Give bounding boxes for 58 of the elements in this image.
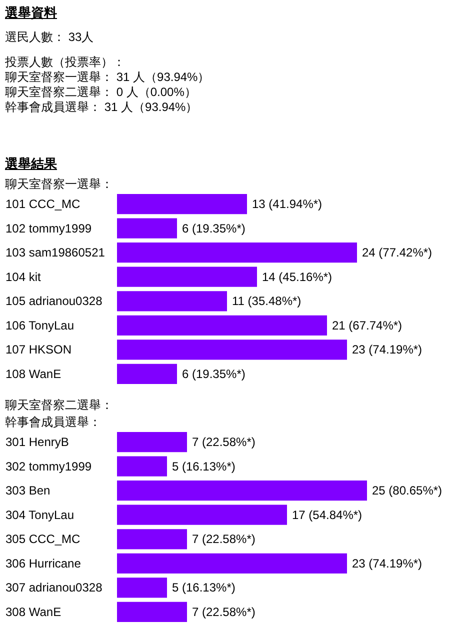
y-tick-label: 306 Hurricane bbox=[6, 556, 82, 570]
bar bbox=[117, 218, 177, 238]
data-label: 5 (16.13%*) bbox=[172, 459, 236, 474]
data-label: 7 (22.58%*) bbox=[192, 604, 256, 619]
text: 聊天室督察二選舉： bbox=[4, 397, 114, 414]
data-label: 7 (22.58%*) bbox=[192, 435, 256, 450]
y-tick-label: 308 WanE bbox=[6, 604, 62, 619]
text: 選民人數： 33人 bbox=[5, 30, 95, 45]
bar bbox=[117, 194, 247, 214]
y-tick-label: 106 TonyLau bbox=[6, 318, 74, 332]
y-tick-label: 102 tommy1999 bbox=[6, 221, 92, 236]
y-tick-label: 302 tommy1999 bbox=[6, 459, 92, 474]
data-label: 24 (77.42%*) bbox=[362, 246, 432, 260]
y-tick-label: 301 HenryB bbox=[6, 435, 69, 450]
bar bbox=[117, 480, 367, 501]
data-label: 23 (74.19%*) bbox=[352, 342, 422, 357]
bar bbox=[117, 504, 287, 525]
bar bbox=[117, 291, 227, 312]
bar bbox=[117, 242, 357, 263]
data-label: 7 (22.58%*) bbox=[192, 532, 256, 546]
bar bbox=[117, 364, 177, 384]
bar bbox=[117, 578, 167, 598]
data-label: 6 (19.35%*) bbox=[182, 221, 246, 236]
y-tick-label: 307 adrianou0328 bbox=[6, 580, 103, 595]
text: 投票人數（投票率）： bbox=[5, 55, 126, 70]
data-label: 21 (67.74%*) bbox=[332, 318, 402, 332]
text: 選舉資料 bbox=[5, 4, 58, 22]
bar bbox=[117, 602, 187, 622]
text: 幹事會成員選舉： 31 人（93.94%） bbox=[5, 100, 199, 115]
y-tick-label: 305 CCC_MC bbox=[6, 532, 81, 546]
bar bbox=[117, 340, 347, 360]
chart-title: 選舉結果 bbox=[4, 155, 58, 172]
bar bbox=[117, 529, 187, 550]
data-label: 13 (41.94%*) bbox=[252, 197, 322, 212]
bar bbox=[117, 315, 327, 336]
bar bbox=[117, 432, 187, 452]
chart-subtitle: 聊天室督察一選舉： bbox=[4, 176, 114, 193]
y-tick-label: 108 WanE bbox=[6, 366, 62, 381]
text: 聊天室督察二選舉： 0 人（0.00%） bbox=[5, 85, 198, 100]
y-tick-label: 101 CCC_MC bbox=[6, 197, 81, 212]
data-label: 14 (45.16%*) bbox=[262, 270, 332, 284]
bar bbox=[117, 456, 167, 476]
bar bbox=[117, 266, 257, 287]
bar bbox=[117, 553, 347, 574]
text: 聊天室督察一選舉： 31 人（93.94%） bbox=[5, 70, 211, 85]
data-label: 17 (54.84%*) bbox=[292, 508, 362, 522]
y-tick-label: 105 adrianou0328 bbox=[6, 294, 103, 308]
data-label: 6 (19.35%*) bbox=[182, 366, 246, 381]
data-label: 23 (74.19%*) bbox=[352, 556, 422, 570]
y-tick-label: 303 Ben bbox=[6, 484, 50, 498]
y-tick-label: 107 HKSON bbox=[6, 342, 72, 357]
data-label: 25 (80.65%*) bbox=[372, 484, 442, 498]
y-tick-label: 103 sam19860521 bbox=[6, 246, 106, 260]
y-tick-label: 104 kit bbox=[6, 270, 42, 284]
y-tick-label: 304 TonyLau bbox=[6, 508, 74, 522]
data-label: 11 (35.48%*) bbox=[232, 294, 302, 308]
data-label: 5 (16.13%*) bbox=[172, 580, 236, 595]
chart-title: 幹事會成員選舉： bbox=[4, 414, 102, 431]
